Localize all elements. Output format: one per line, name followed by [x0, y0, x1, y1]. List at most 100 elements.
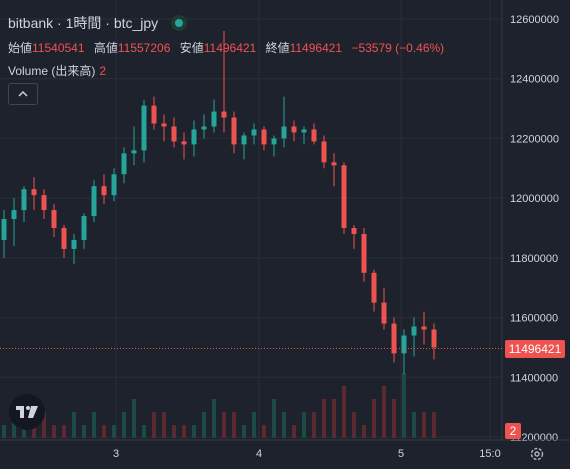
- candle-body: [341, 165, 347, 228]
- volume-bar: [182, 425, 186, 438]
- candle-body: [291, 126, 297, 133]
- candle-body: [311, 129, 317, 142]
- candle-body: [401, 335, 407, 354]
- volume-bar: [372, 399, 376, 438]
- volume-bar: [392, 399, 396, 438]
- candle-body: [241, 135, 247, 145]
- candle-body: [91, 186, 97, 217]
- volume-bar: [282, 412, 286, 438]
- volume-bar: [72, 412, 76, 438]
- volume-bar: [252, 412, 256, 438]
- candle-body: [381, 302, 387, 324]
- price-axis-label: 11400000: [510, 372, 558, 384]
- candle-body: [431, 329, 437, 348]
- candle-body: [211, 111, 217, 127]
- volume-bar: [122, 412, 126, 438]
- candle-body: [121, 153, 127, 175]
- volume-bar: [92, 412, 96, 438]
- live-status-dot-icon: [171, 15, 188, 31]
- volume-bar: [362, 425, 366, 438]
- candle-body: [131, 150, 137, 154]
- volume-bar: [352, 412, 356, 438]
- volume-bar: [132, 399, 136, 438]
- collapse-legend-button[interactable]: [8, 83, 38, 105]
- candle-body: [51, 210, 57, 228]
- candle-body: [231, 117, 237, 145]
- gear-icon[interactable]: [528, 445, 546, 463]
- volume-bar: [292, 425, 296, 438]
- price-axis-label: 12600000: [510, 14, 559, 26]
- candle-body: [361, 233, 367, 273]
- volume-bar: [232, 412, 236, 438]
- candle-body: [101, 186, 107, 196]
- volume-bar: [272, 399, 276, 438]
- ohlc-legend: 始値11540541 高値11557206 安値11496421 終値11496…: [8, 39, 450, 56]
- candle-body: [71, 239, 77, 249]
- volume-bar: [112, 425, 116, 438]
- candle-body: [161, 123, 167, 127]
- volume-bar: [192, 425, 196, 438]
- volume-bar: [242, 425, 246, 438]
- volume-bar: [312, 412, 316, 438]
- candle-body: [321, 141, 327, 163]
- price-axis-label: 11800000: [510, 253, 558, 265]
- candle-body: [301, 129, 307, 133]
- volume-legend[interactable]: Volume (出来高) 2: [8, 62, 106, 79]
- volume-bar: [42, 412, 46, 438]
- volume-bar: [82, 425, 86, 438]
- volume-bar: [422, 412, 426, 438]
- volume-bar: [52, 425, 56, 438]
- low-value: 11496421: [203, 41, 257, 55]
- volume-bar: [412, 412, 416, 438]
- volume-bar: [22, 425, 26, 438]
- candle-body: [221, 111, 227, 118]
- volume-bar: [432, 412, 436, 438]
- candle-body: [111, 174, 117, 196]
- volume-bar: [172, 425, 176, 438]
- candle-body: [281, 126, 287, 139]
- symbol-title-row: bitbank · 1時間 · btc_jpy: [8, 13, 188, 33]
- time-axis-label: 4: [256, 448, 262, 460]
- candle-body: [411, 326, 417, 336]
- high-value: 11557206: [117, 41, 171, 55]
- candle-body: [81, 216, 87, 240]
- volume-tag: 2: [505, 423, 521, 439]
- volume-bar: [322, 399, 326, 438]
- volume-bar: [262, 425, 266, 438]
- volume-bar: [62, 425, 66, 438]
- price-axis-label: 12000000: [510, 193, 559, 205]
- candle-body: [41, 195, 47, 211]
- price-axis-label: 12400000: [510, 74, 559, 86]
- candle-body: [191, 129, 197, 145]
- open-value: 11540541: [32, 41, 85, 55]
- volume-bar: [382, 386, 386, 438]
- volume-bar: [162, 412, 166, 438]
- price-axis-label: 11200000: [510, 432, 558, 444]
- volume-bar: [222, 412, 226, 438]
- candle-body: [391, 323, 397, 354]
- close-value: 11496421: [289, 41, 343, 55]
- price-axis-label: 12200000: [510, 133, 559, 145]
- time-axis-label: 3: [113, 448, 119, 460]
- volume-bar: [152, 412, 156, 438]
- volume-bar: [142, 425, 146, 438]
- candle-body: [261, 129, 267, 145]
- volume-bar: [342, 386, 346, 438]
- candle-body: [351, 228, 357, 234]
- candle-body: [251, 129, 257, 136]
- volume-value: 2: [99, 64, 107, 78]
- time-axis-label: 5: [398, 448, 404, 460]
- tradingview-logo-icon[interactable]: [9, 394, 45, 430]
- candle-body: [271, 138, 277, 145]
- volume-bar: [332, 399, 336, 438]
- change-value: −53579 (−0.46%): [351, 41, 445, 55]
- candle-body: [1, 219, 7, 240]
- candle-body: [181, 141, 187, 145]
- close-label: 終値: [265, 41, 290, 55]
- candle-body: [371, 272, 377, 303]
- volume-label: Volume (出来高): [8, 64, 96, 78]
- symbol-title[interactable]: bitbank · 1時間 · btc_jpy: [8, 15, 159, 31]
- candle-body: [61, 228, 67, 249]
